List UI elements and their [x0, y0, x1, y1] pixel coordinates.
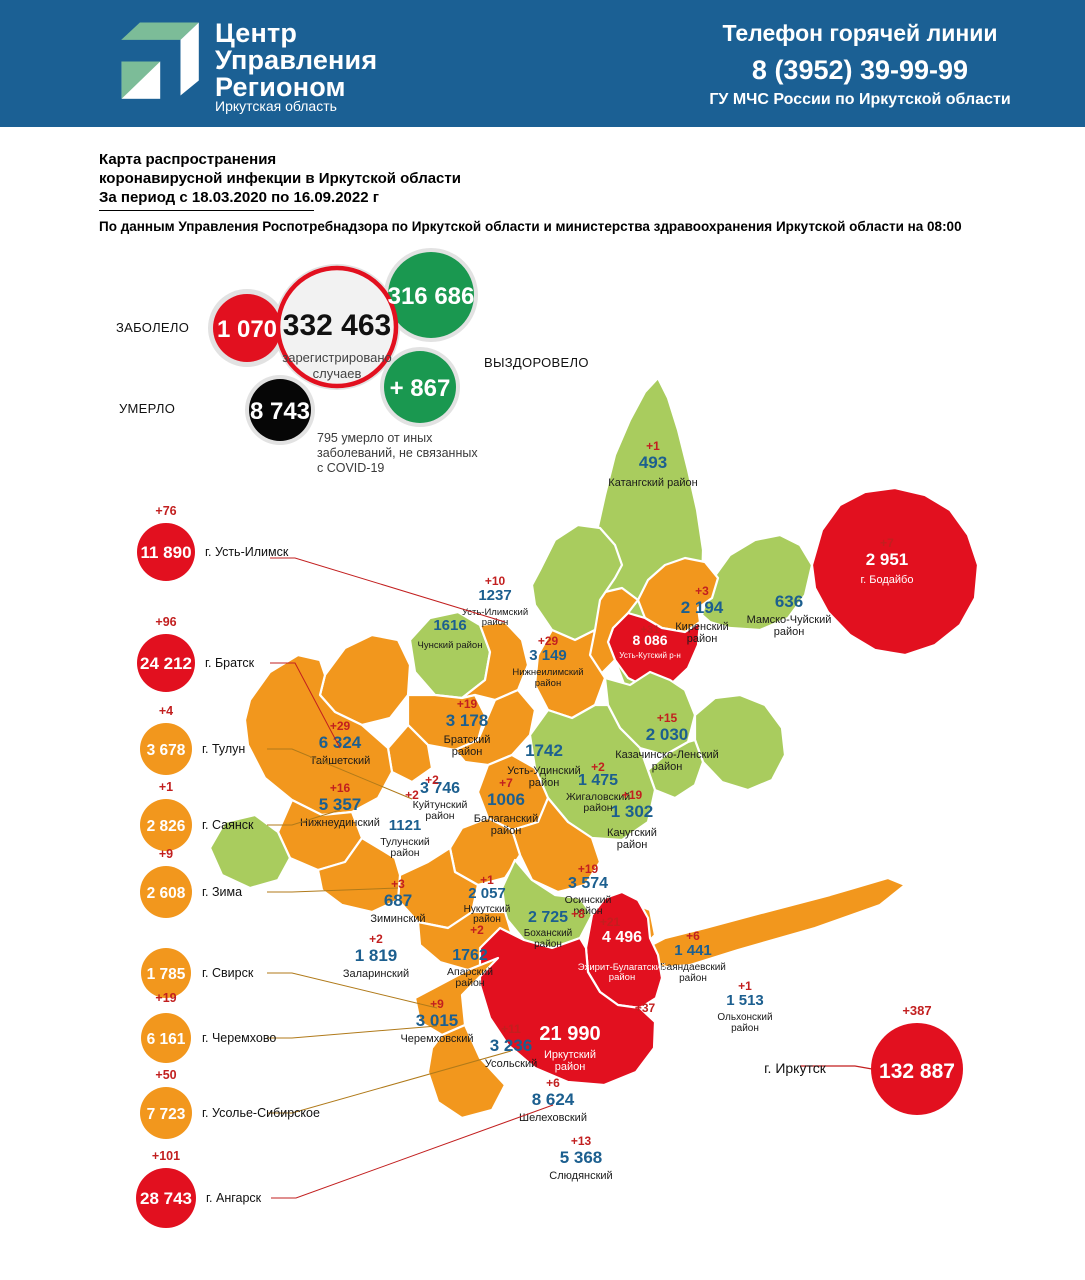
- svg-text:+19: +19: [155, 991, 176, 1005]
- svg-text:+101: +101: [152, 1149, 180, 1163]
- svg-text:+387: +387: [902, 1003, 931, 1018]
- svg-text:+96: +96: [155, 615, 176, 629]
- svg-text:+76: +76: [155, 504, 176, 518]
- svg-text:г. Саянск: г. Саянск: [202, 818, 254, 832]
- svg-text:г. Черемхово: г. Черемхово: [202, 1031, 276, 1045]
- svg-text:2 608: 2 608: [147, 885, 186, 902]
- svg-text:132 887: 132 887: [879, 1060, 955, 1083]
- svg-text:28 743: 28 743: [140, 1189, 192, 1208]
- svg-text:г. Свирск: г. Свирск: [202, 966, 254, 980]
- svg-text:11 890: 11 890: [140, 543, 191, 562]
- svg-text:г. Ангарск: г. Ангарск: [206, 1191, 262, 1205]
- svg-text:2 826: 2 826: [147, 818, 186, 835]
- svg-text:+9: +9: [159, 847, 173, 861]
- svg-text:7 723: 7 723: [147, 1106, 186, 1123]
- svg-text:г. Братск: г. Братск: [205, 656, 255, 670]
- svg-text:3 678: 3 678: [147, 742, 186, 759]
- svg-text:г. Иркутск: г. Иркутск: [764, 1060, 827, 1076]
- svg-text:6 161: 6 161: [147, 1031, 186, 1048]
- svg-text:1 785: 1 785: [147, 966, 186, 983]
- svg-text:г. Усть-Илимск: г. Усть-Илимск: [205, 545, 289, 559]
- svg-text:+4: +4: [159, 704, 173, 718]
- svg-text:+1: +1: [159, 780, 173, 794]
- svg-text:г. Зима: г. Зима: [202, 885, 242, 899]
- svg-text:г. Тулун: г. Тулун: [202, 742, 245, 756]
- svg-text:24 212: 24 212: [140, 654, 192, 673]
- svg-text:+50: +50: [155, 1068, 176, 1082]
- svg-text:г. Усолье-Сибирское: г. Усолье-Сибирское: [202, 1106, 320, 1120]
